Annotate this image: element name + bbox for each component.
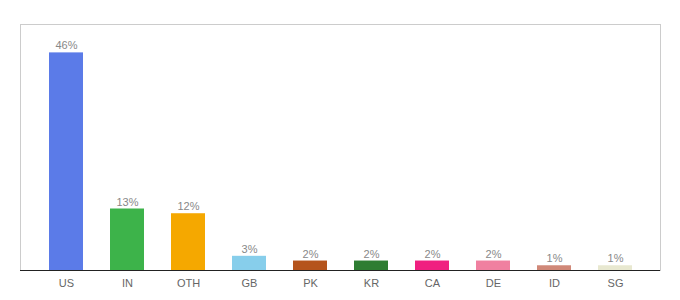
svg-text:2%: 2% <box>364 248 380 260</box>
svg-text:IN: IN <box>122 277 133 289</box>
svg-text:2%: 2% <box>425 248 441 260</box>
svg-text:GB: GB <box>242 277 258 289</box>
svg-text:13%: 13% <box>116 196 138 208</box>
svg-text:12%: 12% <box>177 200 199 212</box>
svg-text:SG: SG <box>608 277 624 289</box>
svg-text:US: US <box>59 277 74 289</box>
svg-text:OTH: OTH <box>177 277 200 289</box>
svg-text:DE: DE <box>486 277 501 289</box>
svg-text:ID: ID <box>549 277 560 289</box>
svg-text:3%: 3% <box>242 243 258 255</box>
svg-text:CA: CA <box>425 277 441 289</box>
svg-text:2%: 2% <box>486 248 502 260</box>
svg-text:2%: 2% <box>303 248 319 260</box>
svg-text:PK: PK <box>303 277 318 289</box>
svg-text:KR: KR <box>364 277 379 289</box>
svg-text:46%: 46% <box>55 39 77 51</box>
svg-text:1%: 1% <box>608 252 624 264</box>
svg-text:1%: 1% <box>547 252 563 264</box>
